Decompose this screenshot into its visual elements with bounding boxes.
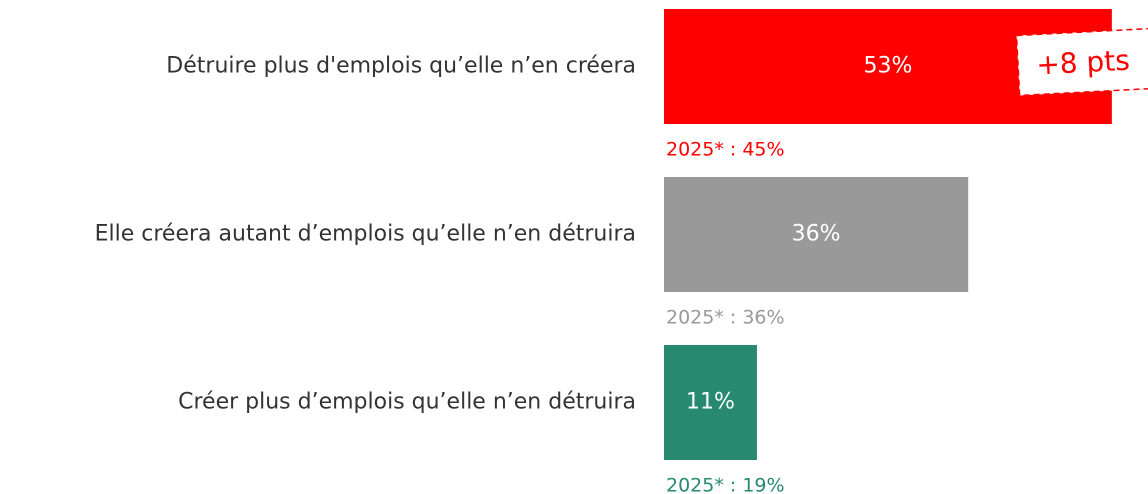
value-label: 11%	[686, 390, 735, 415]
category-label: Elle créera autant d’emplois qu’elle n’e…	[95, 222, 636, 247]
previous-label: 2025* : 19%	[666, 475, 785, 494]
category-label: Détruire plus d'emplois qu’elle n’en cré…	[166, 54, 636, 79]
bar	[664, 177, 969, 292]
value-label: 53%	[863, 54, 912, 79]
category-label: Créer plus d’emplois qu’elle n’en détrui…	[178, 390, 636, 415]
annotation-box	[1015, 26, 1148, 97]
bar	[664, 345, 757, 460]
annotation: +8 pts	[1015, 26, 1148, 97]
annotation-text: +8 pts	[1035, 44, 1130, 82]
value-label: 36%	[792, 222, 841, 247]
previous-label: 2025* : 36%	[666, 307, 785, 329]
previous-label: 2025* : 45%	[666, 139, 785, 161]
